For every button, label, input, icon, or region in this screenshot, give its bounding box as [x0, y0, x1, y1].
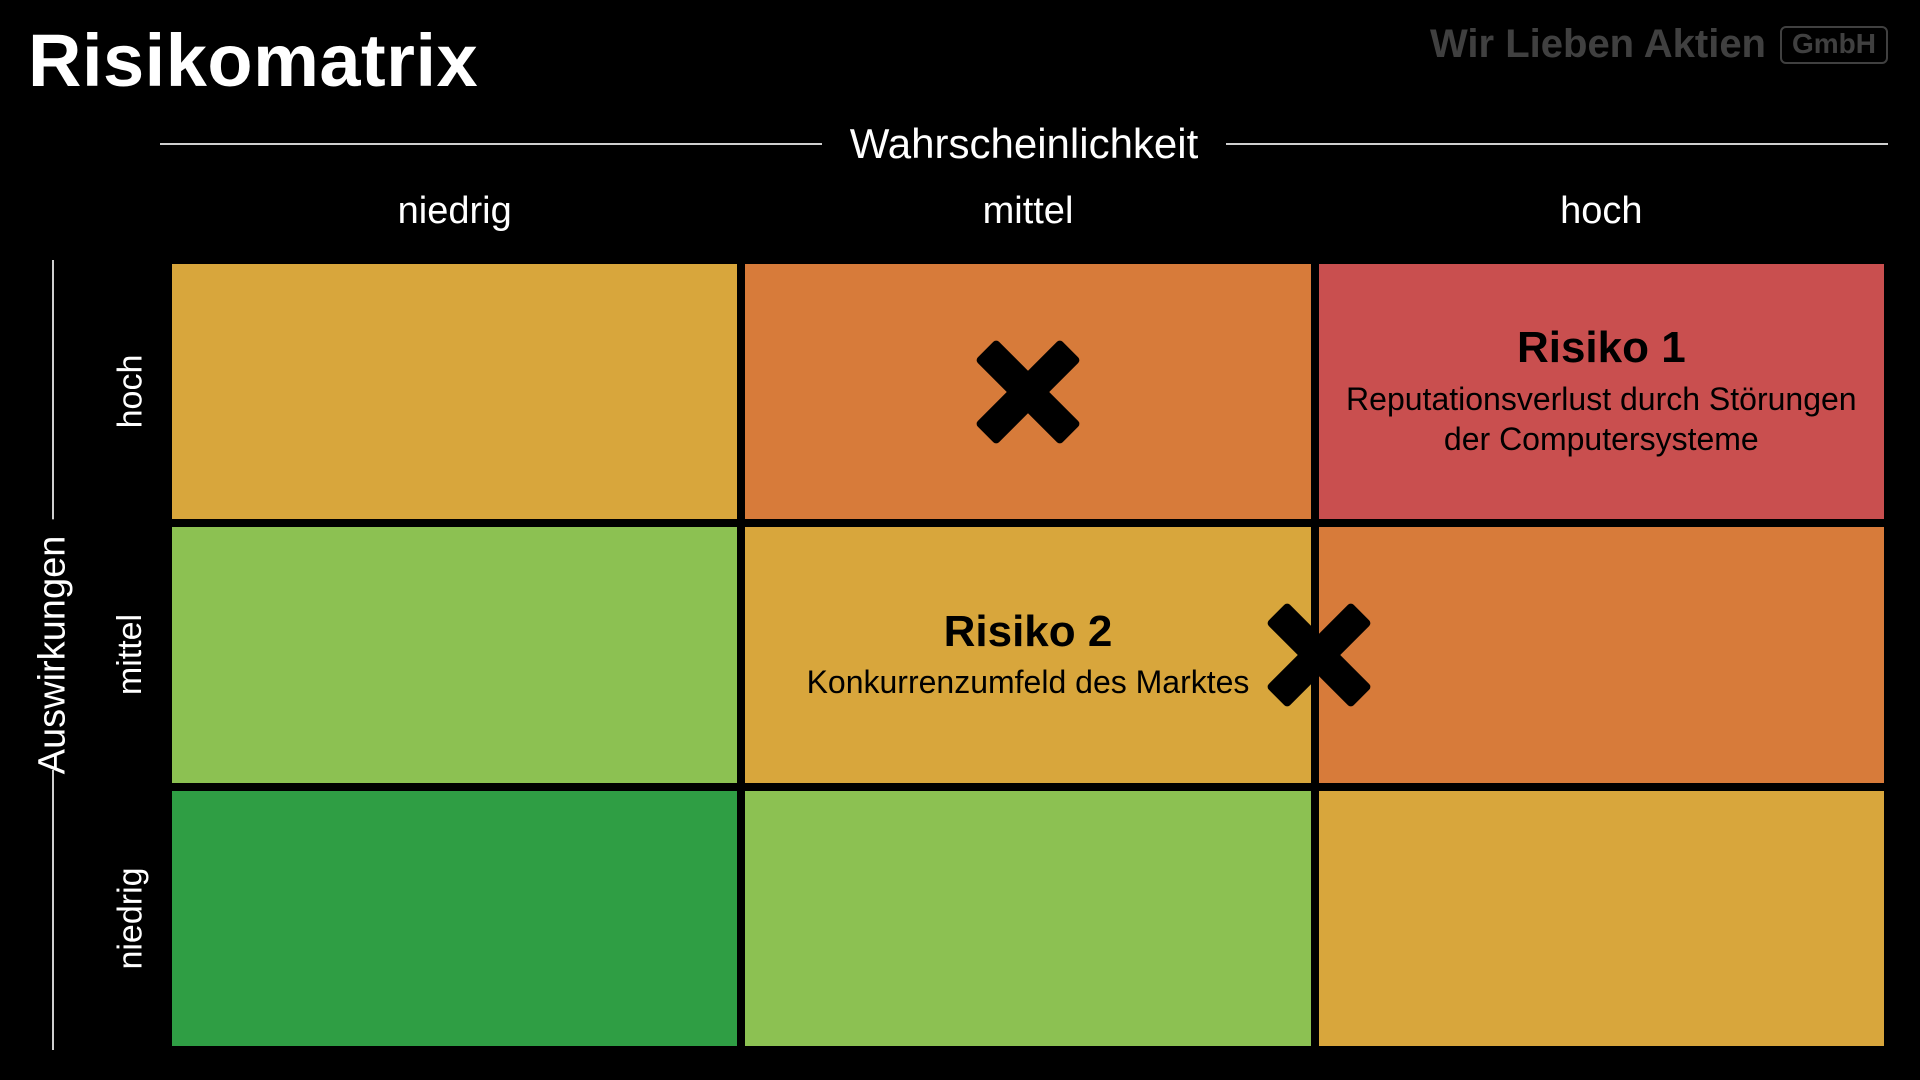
- x-axis-line-left: [160, 143, 822, 145]
- cell-r1-c1: Risiko 2 Konkurrenzumfeld des Marktes: [741, 523, 1314, 786]
- row-label-mid: mittel: [80, 523, 182, 786]
- x-mark-icon: [978, 342, 1078, 442]
- x-axis-header: Wahrscheinlichkeit: [160, 120, 1888, 168]
- cell-r0-c0: [168, 260, 741, 523]
- cell-r1-c2: [1315, 523, 1888, 786]
- y-axis-header: Auswirkungen: [52, 260, 54, 1050]
- risk-matrix: Risiko 1 Reputationsverlust durch Störun…: [168, 260, 1888, 1050]
- watermark-tag: GmbH: [1780, 26, 1888, 64]
- row-label-high: hoch: [80, 260, 182, 523]
- risk-1-description: Reputationsverlust durch Störungen der C…: [1339, 379, 1864, 459]
- column-labels: niedrig mittel hoch: [168, 190, 1888, 233]
- y-axis-label: Auswirkungen: [32, 520, 75, 791]
- cell-r2-c0: [168, 787, 741, 1050]
- x-axis-line-right: [1226, 143, 1888, 145]
- risk-1-title: Risiko 1: [1517, 324, 1686, 372]
- x-mark-icon: [1269, 605, 1369, 705]
- risk-2-description: Konkurrenzumfeld des Marktes: [807, 662, 1250, 702]
- page-title: Risikomatrix: [28, 18, 478, 103]
- row-label-low: niedrig: [80, 787, 182, 1050]
- cell-r0-c1: [741, 260, 1314, 523]
- col-label-mid: mittel: [741, 190, 1314, 233]
- row-labels: hoch mittel niedrig: [80, 260, 160, 1050]
- x-axis-label: Wahrscheinlichkeit: [850, 120, 1199, 168]
- watermark-name: Wir Lieben Aktien: [1430, 22, 1766, 67]
- col-label-low: niedrig: [168, 190, 741, 233]
- risk-2-title: Risiko 2: [944, 608, 1113, 656]
- cell-r2-c1: [741, 787, 1314, 1050]
- col-label-high: hoch: [1315, 190, 1888, 233]
- cell-r1-c0: [168, 523, 741, 786]
- watermark: Wir Lieben Aktien GmbH: [1430, 22, 1888, 67]
- cell-r0-c2: Risiko 1 Reputationsverlust durch Störun…: [1315, 260, 1888, 523]
- cell-r2-c2: [1315, 787, 1888, 1050]
